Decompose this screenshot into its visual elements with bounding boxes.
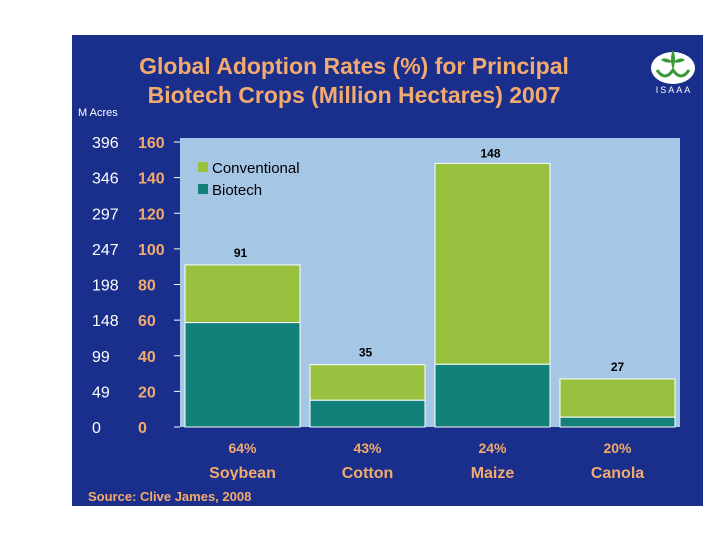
y-tick-hectares: 20 bbox=[138, 384, 156, 401]
bar-conventional bbox=[309, 364, 426, 401]
legend: Conventional Biotech bbox=[198, 160, 300, 199]
total-label: 91 bbox=[234, 246, 248, 260]
total-label: 27 bbox=[611, 360, 625, 374]
category-labels: Soybean Cotton Maize Canola bbox=[209, 465, 644, 480]
y-tick-hectares: 100 bbox=[138, 242, 165, 259]
y-tick-hectares: 0 bbox=[138, 420, 147, 437]
title-line-2: Biotech Crops (Million Hectares) 2007 bbox=[147, 82, 561, 108]
bar-conventional bbox=[184, 264, 301, 324]
title-line-1: Global Adoption Rates (%) for Principal bbox=[139, 53, 569, 79]
source-note: Source: Clive James, 2008 bbox=[88, 489, 252, 504]
y-tick-acres: 99 bbox=[92, 349, 110, 366]
category-label: Maize bbox=[471, 465, 515, 480]
category-label: Cotton bbox=[342, 465, 394, 480]
y-tick-acres: 346 bbox=[92, 171, 119, 188]
y-tick-hectares: 40 bbox=[138, 349, 156, 366]
bar-conventional bbox=[434, 162, 551, 365]
bar-conventional bbox=[559, 378, 676, 418]
total-label: 35 bbox=[359, 346, 373, 360]
y-tick-acres: 297 bbox=[92, 206, 119, 223]
total-labels: 91 35 148 27 bbox=[234, 146, 625, 374]
adoption-pct: 24% bbox=[478, 440, 507, 456]
y-tick-hectares: 140 bbox=[138, 171, 165, 188]
y-tick-acres: 247 bbox=[92, 242, 119, 259]
logo-text: ISAAA bbox=[655, 85, 693, 95]
y-tick-hectares: 160 bbox=[138, 135, 165, 152]
legend-label-conventional: Conventional bbox=[212, 160, 300, 177]
y-tick-hectares: 60 bbox=[138, 313, 156, 330]
y-tick-acres: 49 bbox=[92, 384, 110, 401]
y-tick-hectares: 80 bbox=[138, 278, 156, 295]
y-tick-acres: 198 bbox=[92, 278, 119, 295]
category-label: Soybean bbox=[209, 465, 276, 480]
adoption-pct-labels: 64% 43% 24% 20% bbox=[228, 440, 632, 456]
total-label: 148 bbox=[480, 146, 500, 160]
adoption-pct: 43% bbox=[353, 440, 382, 456]
bar-biotech bbox=[434, 363, 551, 428]
bar-biotech bbox=[309, 399, 426, 428]
legend-label-biotech: Biotech bbox=[212, 182, 262, 199]
y-tick-hectares: 120 bbox=[138, 206, 165, 223]
legend-swatch-biotech bbox=[198, 184, 208, 194]
left-axis-unit-label: M Acres bbox=[78, 107, 118, 119]
y-axis-acres: 0 49 99 148 198 247 297 346 396 bbox=[92, 135, 119, 437]
legend-swatch-conventional bbox=[198, 162, 208, 172]
bars bbox=[184, 162, 676, 428]
y-tick-acres: 396 bbox=[92, 135, 119, 152]
bar-chart: 0 49 99 148 198 247 297 346 396 0 20 40 60 80 100 120 1… bbox=[92, 135, 680, 480]
y-axis-hectares: 0 20 40 60 80 100 120 140 160 bbox=[138, 135, 180, 437]
bar-biotech bbox=[559, 416, 676, 428]
isaaa-logo-icon bbox=[651, 50, 695, 84]
y-tick-acres: 0 bbox=[92, 420, 101, 437]
adoption-pct: 20% bbox=[603, 440, 632, 456]
adoption-pct: 64% bbox=[228, 440, 257, 456]
category-label: Canola bbox=[591, 465, 644, 480]
chart-title: Global Adoption Rates (%) for Principal … bbox=[84, 52, 624, 110]
bar-biotech bbox=[184, 322, 301, 428]
y-tick-acres: 148 bbox=[92, 313, 119, 330]
